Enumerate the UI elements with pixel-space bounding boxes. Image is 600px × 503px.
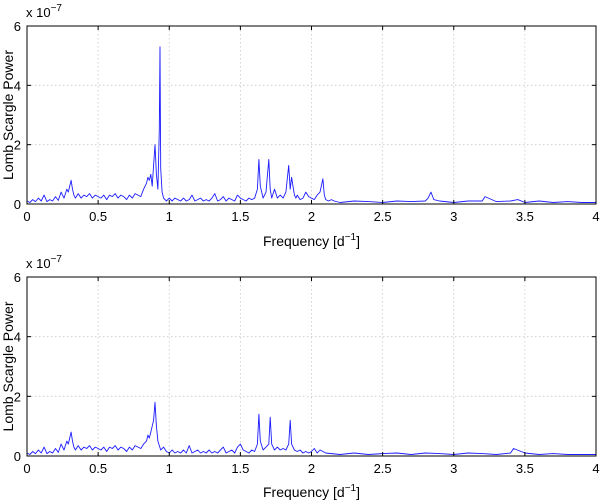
- x-tick-label: 1: [166, 461, 173, 476]
- x-tick-label: 0: [23, 461, 30, 476]
- x-axis-label: Frequency [d−1]: [263, 483, 360, 500]
- x-tick-label: 3: [450, 209, 457, 224]
- y-tick-label: 4: [14, 330, 21, 345]
- y-tick-label: 2: [14, 138, 21, 153]
- y-tick-label: 2: [14, 389, 21, 404]
- y-exponent-label: x 10−7: [26, 254, 62, 271]
- x-tick-label: 4: [592, 461, 599, 476]
- x-tick-label: 2: [308, 209, 315, 224]
- chart-panel-top: 0 0.5 1 1.5 2 2.5 3 3.5 4 0 2 4 6 x 10−7 Frequency [d−…: [0, 3, 600, 249]
- chart-panel-bottom: 0 0.5 1 1.5 2 2.5 3 3.5 4 0 2 4 6 x 10−7 Frequency [d−…: [0, 254, 600, 500]
- x-tick-label: 1: [166, 209, 173, 224]
- series-line: [26, 401, 596, 455]
- series-line: [26, 46, 596, 203]
- y-exponent-label: x 10−7: [26, 3, 62, 20]
- x-tick-label: 0: [23, 209, 30, 224]
- x-tick-label: 2.5: [374, 209, 392, 224]
- y-tick-label: 6: [14, 19, 21, 34]
- x-tick-label: 3.5: [516, 461, 534, 476]
- x-tick-label: 3.5: [516, 209, 534, 224]
- x-tick-label: 0.5: [89, 461, 107, 476]
- x-tick-label: 1.5: [231, 209, 249, 224]
- y-tick-label: 6: [14, 270, 21, 285]
- x-tick-label: 0.5: [89, 209, 107, 224]
- x-axis-label: Frequency [d−1]: [263, 232, 360, 249]
- y-tick-label: 4: [14, 78, 21, 93]
- y-axis-label: Lomb Scargle Power: [0, 50, 16, 180]
- x-tick-label: 3: [450, 461, 457, 476]
- y-axis-label: Lomb Scargle Power: [0, 301, 16, 431]
- x-tick-label: 1.5: [231, 461, 249, 476]
- x-tick-label: 2.5: [374, 461, 392, 476]
- x-tick-label: 4: [592, 209, 599, 224]
- x-tick-label: 2: [308, 461, 315, 476]
- y-tick-label: 0: [14, 449, 21, 464]
- y-tick-label: 0: [14, 197, 21, 212]
